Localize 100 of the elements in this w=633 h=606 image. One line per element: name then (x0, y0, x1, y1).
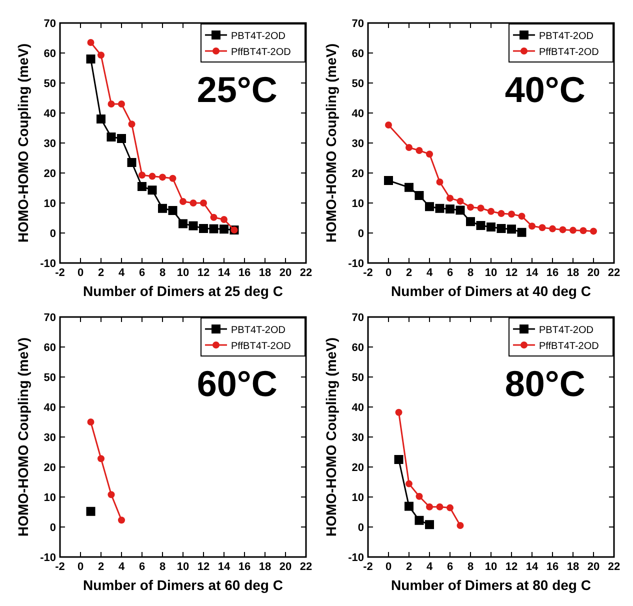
x-tick-label: 0 (385, 267, 392, 279)
point (199, 224, 208, 233)
point (416, 147, 423, 154)
x-tick-label: 20 (279, 561, 292, 573)
legend-label: PffBT4T-2OD (539, 47, 599, 58)
legend-label: PffBT4T-2OD (539, 341, 599, 352)
point (580, 227, 587, 234)
y-tick-label: 30 (44, 138, 56, 150)
point (106, 132, 116, 142)
point (508, 210, 515, 218)
x-tick-label: 22 (300, 561, 312, 573)
x-tick-label: 6 (446, 267, 454, 279)
point (528, 222, 536, 230)
point (496, 224, 506, 233)
x-tick-label: 2 (406, 267, 412, 279)
legend-label: PBT4T-2OD (231, 325, 286, 336)
point (518, 212, 526, 220)
point (108, 100, 115, 108)
point (98, 455, 104, 462)
point (446, 504, 454, 512)
point (96, 114, 106, 124)
x-tick-label: -2 (363, 561, 373, 573)
x-tick-label: 4 (426, 561, 434, 573)
x-tick-label: 18 (258, 267, 272, 279)
x-tick-label: 12 (505, 267, 518, 279)
x-tick-label: 2 (98, 561, 104, 573)
legend-label: PffBT4T-2OD (231, 341, 291, 352)
point (385, 122, 392, 128)
x-tick-label: 10 (484, 267, 498, 279)
point (86, 506, 96, 516)
y-tick-label: 20 (352, 462, 364, 474)
x-tick-label: 10 (176, 561, 190, 573)
point (138, 182, 146, 191)
y-axis-title: HOMO-HOMO Coupling (meV) (15, 43, 31, 243)
point (414, 516, 424, 525)
y-tick-label: 30 (352, 138, 364, 150)
point (425, 202, 434, 212)
y-tick-label: 0 (358, 228, 364, 240)
x-tick-label: 8 (467, 561, 474, 573)
y-tick-label: 20 (44, 462, 56, 474)
point (220, 224, 228, 234)
y-tick-label: 30 (352, 432, 364, 444)
point (220, 216, 228, 223)
x-tick-label: 4 (118, 267, 126, 279)
x-tick-label: 0 (385, 561, 392, 573)
x-tick-label: 0 (77, 561, 84, 573)
point (559, 226, 566, 234)
point (404, 502, 414, 511)
x-tick-label: 18 (566, 561, 580, 573)
point (456, 206, 465, 215)
x-tick-label: 10 (484, 561, 498, 573)
point (108, 491, 115, 498)
y-tick-label: 70 (352, 18, 364, 30)
x-tick-label: 22 (608, 561, 620, 573)
point (118, 100, 125, 108)
point (87, 39, 94, 46)
y-tick-label: 50 (44, 372, 56, 384)
annotation: 40°C (504, 69, 586, 110)
point (590, 228, 597, 235)
point (128, 120, 136, 128)
x-tick-label: 18 (258, 561, 272, 573)
point (486, 222, 496, 232)
x-tick-label: 8 (159, 267, 166, 279)
legend-label: PBT4T-2OD (539, 325, 594, 336)
point (148, 186, 157, 195)
x-tick-label: 16 (546, 267, 559, 279)
annotation: 25°C (196, 69, 278, 110)
point (138, 172, 146, 179)
point (426, 150, 433, 158)
y-tick-label: 60 (44, 342, 56, 354)
annotation: 80°C (504, 363, 586, 404)
x-tick-label: 6 (138, 561, 146, 573)
legend-label: PffBT4T-2OD (231, 47, 291, 58)
y-tick-label: 60 (352, 48, 364, 60)
x-tick-label: 10 (176, 267, 190, 279)
point (477, 204, 484, 212)
y-tick-label: 0 (50, 228, 56, 240)
point (180, 198, 186, 205)
x-tick-label: 6 (138, 267, 146, 279)
x-tick-label: 8 (159, 561, 166, 573)
x-tick-label: 12 (505, 561, 518, 573)
x-axis-title: Number of Dimers at 25 deg C (83, 283, 283, 299)
point (395, 408, 402, 416)
y-tick-label: 40 (44, 402, 56, 414)
point (209, 224, 218, 234)
point (148, 172, 156, 180)
y-tick-label: -10 (40, 258, 56, 270)
point (158, 204, 167, 213)
legend-label: PBT4T-2OD (539, 31, 594, 42)
point (425, 520, 434, 530)
x-tick-label: 4 (426, 267, 434, 279)
y-tick-label: 40 (44, 108, 56, 120)
point (538, 224, 546, 232)
y-tick-label: 0 (50, 522, 56, 534)
point (404, 182, 414, 192)
x-tick-label: 16 (238, 561, 251, 573)
x-tick-label: -2 (55, 561, 65, 573)
point (426, 503, 433, 510)
x-tick-label: 14 (218, 561, 231, 573)
x-axis-title: Number of Dimers at 60 deg C (83, 577, 283, 593)
